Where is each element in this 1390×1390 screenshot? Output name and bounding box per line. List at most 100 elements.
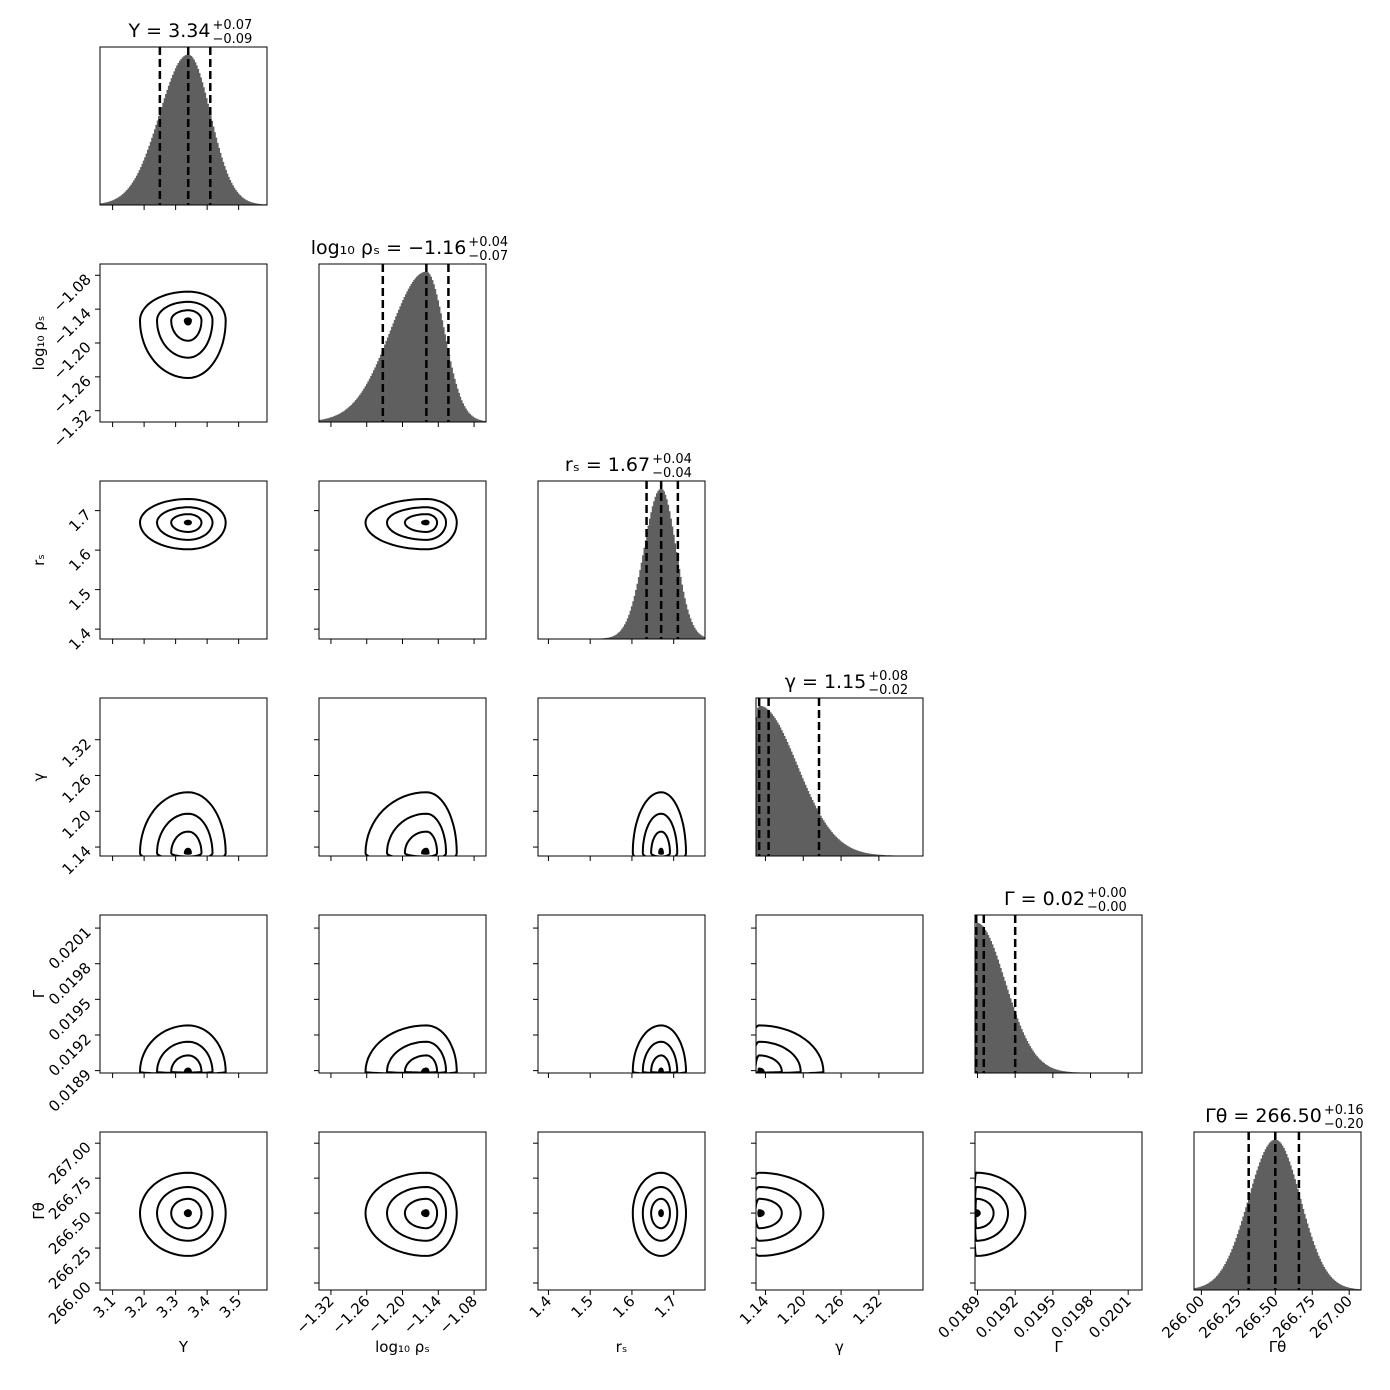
x-tick-label-gamma: 1.32 — [849, 1292, 885, 1328]
histogram-Gamma_theta — [1193, 1139, 1362, 1291]
contour-level-1 — [421, 847, 430, 855]
contour-level-1 — [757, 1209, 765, 1218]
x-tick-label-gamma: 1.14 — [736, 1292, 772, 1328]
title-sup-gamma: +0.08 — [868, 669, 908, 684]
x-tick-label-log_rho: −1.32 — [293, 1292, 338, 1337]
contour-level-2 — [650, 1197, 671, 1230]
title-sub-Y: −0.09 — [212, 32, 252, 47]
axes-frame — [318, 480, 487, 640]
title-Gamma: Γ = 0.02 — [1004, 888, 1085, 910]
axes-frame — [537, 697, 706, 857]
contour-level-3 — [155, 1185, 214, 1242]
contour-level-1 — [183, 847, 192, 855]
hist-panel-log_rho: log₁₀ ρₛ = −1.16 +0.04−0.07 — [311, 235, 508, 423]
title-gamma: γ = 1.15 — [785, 671, 867, 693]
hist-panel-Gamma: Γ = 0.02 +0.00−0.00 — [974, 886, 1143, 1074]
contour-level-4 — [138, 497, 227, 551]
title-sub-r_s: −0.04 — [652, 466, 692, 481]
x-tick-label-r_s: 1.4 — [526, 1292, 556, 1322]
contour-level-2 — [756, 1197, 783, 1230]
x-tick-label-r_s: 1.7 — [651, 1292, 681, 1322]
x-axis-label-log_rho: log₁₀ ρₛ — [375, 1338, 430, 1356]
contour-panel-Y-Gamma_theta — [99, 1131, 268, 1291]
y-axis-label-Gamma: Γ — [30, 989, 48, 998]
x-tick-label-Y: 3.4 — [184, 1292, 214, 1322]
y-axis-label-Gamma_theta: Γθ — [30, 1202, 48, 1220]
contour-level-2 — [170, 309, 203, 342]
contour-level-4 — [364, 1171, 458, 1257]
axes-frame — [537, 914, 706, 1074]
contour-level-1 — [183, 317, 192, 326]
axes-frame — [99, 263, 268, 423]
contour-level-2 — [403, 830, 439, 856]
contour-level-1 — [183, 519, 192, 526]
contour-level-4 — [975, 1171, 1027, 1257]
hist-panel-r_s: rₛ = 1.67 +0.04−0.04 — [537, 452, 706, 640]
contour-level-4 — [631, 1024, 688, 1073]
contour-level-2 — [170, 1197, 203, 1230]
contour-panel-Y-log_rho — [99, 263, 268, 423]
contour-level-1 — [183, 1067, 192, 1073]
y-tick-label-r_s: 1.6 — [65, 545, 95, 575]
contour-level-1 — [658, 1208, 664, 1218]
histogram-log_rho — [318, 271, 487, 423]
contour-level-4 — [138, 1024, 227, 1073]
contour-level-3 — [385, 506, 448, 541]
title-Gamma_theta: Γθ = 266.50 — [1205, 1105, 1322, 1127]
axes-frame — [537, 480, 706, 640]
axes-frame — [99, 1131, 268, 1291]
title-sub-Gamma_theta: −0.20 — [1324, 1117, 1364, 1132]
axes-frame — [537, 1131, 706, 1291]
contour-level-4 — [756, 1024, 825, 1073]
title-sub-gamma: −0.02 — [868, 683, 908, 698]
x-tick-label-r_s: 1.6 — [609, 1292, 639, 1322]
x-tick-label-r_s: 1.5 — [567, 1292, 597, 1322]
axes-frame — [99, 46, 268, 206]
x-axis-label-r_s: rₛ — [616, 1338, 628, 1356]
contour-level-4 — [631, 1171, 688, 1257]
axes-frame — [99, 697, 268, 857]
axes-frame — [1193, 1131, 1362, 1291]
contour-level-4 — [364, 497, 458, 551]
x-tick-label-Y: 3.3 — [153, 1292, 183, 1322]
hist-panel-Y: Y = 3.34 +0.07−0.09 — [99, 18, 268, 206]
x-tick-label-Y: 3.5 — [216, 1292, 246, 1322]
y-tick-label-log_rho: −1.08 — [50, 270, 95, 315]
x-axis-label-Gamma_theta: Γθ — [1269, 1338, 1287, 1356]
contour-panel-log_rho-r_s — [318, 480, 487, 640]
contour-level-4 — [138, 290, 227, 380]
contour-level-2 — [170, 830, 203, 856]
contour-level-3 — [641, 812, 679, 856]
axes-frame — [318, 697, 487, 857]
contour-level-1 — [421, 1067, 430, 1073]
x-tick-label-gamma: 1.20 — [774, 1292, 810, 1328]
x-tick-label-Y: 3.2 — [121, 1292, 151, 1322]
contour-panel-Y-Gamma — [99, 914, 268, 1074]
contour-level-4 — [631, 791, 688, 856]
x-tick-label-gamma: 1.26 — [812, 1292, 848, 1328]
title-sup-r_s: +0.04 — [652, 452, 692, 467]
x-axis-label-Y: Y — [178, 1338, 189, 1356]
contour-panel-r_s-Gamma — [537, 914, 706, 1074]
contour-level-1 — [975, 1209, 981, 1218]
histogram-Gamma — [974, 922, 1142, 1074]
contour-panel-Gamma-Gamma_theta — [974, 1131, 1143, 1291]
hist-panel-gamma: γ = 1.15 +0.08−0.02 — [755, 669, 924, 857]
contour-level-3 — [155, 1040, 214, 1073]
axes-frame — [974, 1131, 1143, 1291]
contour-level-2 — [403, 1197, 439, 1230]
contour-level-4 — [364, 1024, 458, 1073]
y-tick-label-gamma: 1.32 — [58, 735, 94, 771]
contour-level-1 — [421, 519, 430, 526]
contour-panel-gamma-Gamma — [755, 914, 924, 1074]
contour-panel-Y-r_s — [99, 480, 268, 640]
y-tick-label-r_s: 1.5 — [65, 585, 95, 615]
contour-panel-log_rho-Gamma — [318, 914, 487, 1074]
contour-level-3 — [641, 1185, 679, 1242]
contour-level-4 — [138, 1171, 227, 1257]
contour-panel-Y-gamma — [99, 697, 268, 857]
contour-level-1 — [757, 1067, 765, 1073]
contour-level-3 — [385, 812, 448, 856]
x-axis-label-Gamma: Γ — [1054, 1338, 1063, 1356]
contour-level-3 — [155, 506, 214, 541]
